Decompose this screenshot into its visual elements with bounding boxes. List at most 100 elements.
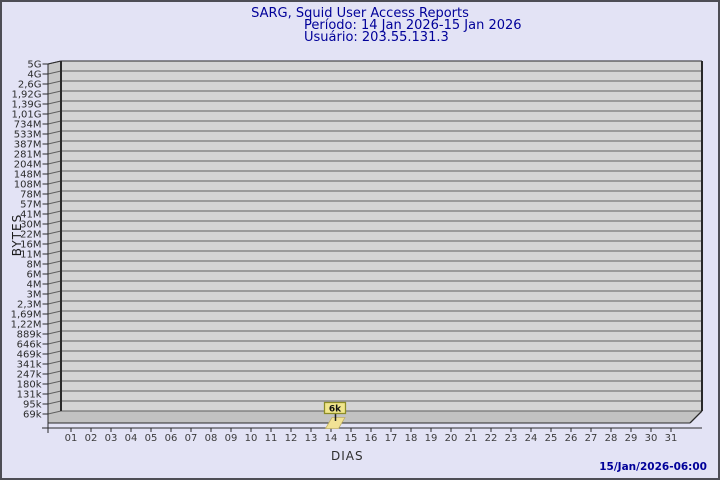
x-tick-label: 07: [185, 433, 198, 444]
y-tick-label: 1,69M: [11, 310, 42, 321]
left-wall: [48, 61, 61, 414]
y-tick-label: 3M: [27, 290, 42, 301]
x-tick-label: 01: [65, 433, 78, 444]
x-tick-label: 11: [265, 433, 278, 444]
x-tick-label: 20: [445, 433, 458, 444]
x-tick-label: 15: [345, 433, 358, 444]
x-tick-label: 31: [665, 433, 678, 444]
y-axis-title: BYTES: [10, 213, 24, 257]
y-tick-label: 1,01G: [11, 110, 41, 121]
y-tick-label: 533M: [14, 130, 42, 141]
y-tick-label: 180k: [17, 380, 42, 391]
y-tick-label: 69k: [23, 410, 42, 421]
x-tick-label: 21: [465, 433, 478, 444]
wall-grid-line: [47, 300, 62, 305]
x-tick-label: 28: [605, 433, 618, 444]
y-tick-label: 6M: [27, 270, 42, 281]
y-tick-label: 2,3M: [17, 300, 42, 311]
wall-grid-line: [47, 270, 62, 275]
y-tick-label: 148M: [14, 170, 42, 181]
wall-grid-line: [47, 100, 62, 105]
data-bar: [324, 417, 346, 429]
x-tick-label: 12: [285, 433, 298, 444]
y-tick-label: 8M: [27, 260, 42, 271]
wall-grid-line: [47, 80, 62, 85]
wall-grid-line: [47, 400, 62, 405]
wall-grid-line: [47, 110, 62, 115]
x-tick-label: 13: [305, 433, 318, 444]
data-flag: [323, 401, 347, 415]
wall-grid-line: [47, 320, 62, 325]
x-tick-label: 30: [645, 433, 658, 444]
x-tick-label: 22: [485, 433, 498, 444]
wall-grid-line: [47, 70, 62, 75]
y-tick-label: 281M: [14, 150, 42, 161]
y-tick-label: 341k: [17, 360, 42, 371]
wall-grid-line: [47, 310, 62, 315]
y-tick-label: 78M: [20, 190, 41, 201]
wall-grid-line: [47, 370, 62, 375]
wall-grid-line: [47, 230, 62, 235]
x-tick-label: 16: [365, 433, 378, 444]
x-tick-label: 24: [525, 433, 538, 444]
x-tick-label: 18: [405, 433, 418, 444]
wall-grid-line: [47, 380, 62, 385]
floor: [48, 411, 702, 423]
wall-grid-line: [47, 120, 62, 125]
y-tick-label: 646k: [17, 340, 42, 351]
y-tick-label: 247k: [17, 370, 42, 381]
x-tick-label: 17: [385, 433, 398, 444]
y-tick-label: 734M: [14, 120, 42, 131]
y-tick-label: 95k: [23, 400, 42, 411]
y-tick-label: 16M: [20, 240, 41, 251]
x-tick-label: 14: [325, 433, 338, 444]
x-tick-label: 02: [85, 433, 98, 444]
wall-grid-line: [47, 240, 62, 245]
wall-grid-line: [47, 350, 62, 355]
x-tick-label: 09: [225, 433, 238, 444]
plot-area: [61, 61, 702, 411]
floor-right-edge: [689, 410, 703, 424]
wall-grid-line: [47, 340, 62, 345]
wall-grid-line: [47, 90, 62, 95]
wall-top-edge: [47, 60, 62, 65]
generated-timestamp: 15/Jan/2026-06:00: [599, 461, 707, 473]
wall-grid-line: [47, 170, 62, 175]
data-flag-label: 6k: [329, 405, 342, 415]
y-tick-label: 41M: [20, 210, 41, 221]
wall-grid-line: [47, 290, 62, 295]
y-tick-label: 11M: [20, 250, 41, 261]
wall-grid-line: [47, 280, 62, 285]
wall-grid-line: [47, 390, 62, 395]
x-axis-title: DIAS: [331, 449, 364, 463]
wall-grid-line: [47, 150, 62, 155]
wall-grid-line: [47, 330, 62, 335]
chart-period-subtitle: Período: 14 Jan 2026-15 Jan 2026: [304, 18, 522, 33]
chart-title: SARG, Squid User Access Reports: [251, 6, 469, 21]
x-tick-label: 26: [565, 433, 578, 444]
wall-grid-line: [47, 250, 62, 255]
x-tick-label: 29: [625, 433, 638, 444]
y-tick-label: 889k: [17, 330, 42, 341]
y-tick-label: 30M: [20, 220, 41, 231]
wall-grid-line: [47, 140, 62, 145]
wall-grid-line: [47, 130, 62, 135]
y-tick-label: 469k: [17, 350, 42, 361]
chart-user-subtitle: Usuário: 203.55.131.3: [304, 30, 449, 45]
y-tick-label: 108M: [14, 180, 42, 191]
y-tick-label: 387M: [14, 140, 42, 151]
wall-grid-line: [47, 220, 62, 225]
wall-grid-line: [47, 410, 62, 415]
x-tick-label: 25: [545, 433, 558, 444]
wall-grid-line: [47, 360, 62, 365]
x-tick-label: 19: [425, 433, 438, 444]
wall-grid-line: [47, 210, 62, 215]
y-tick-label: 204M: [14, 160, 42, 171]
wall-grid-line: [47, 180, 62, 185]
wall-grid-line: [47, 160, 62, 165]
y-tick-label: 4M: [27, 280, 42, 291]
y-tick-label: 22M: [20, 230, 41, 241]
y-tick-label: 131k: [17, 390, 42, 401]
